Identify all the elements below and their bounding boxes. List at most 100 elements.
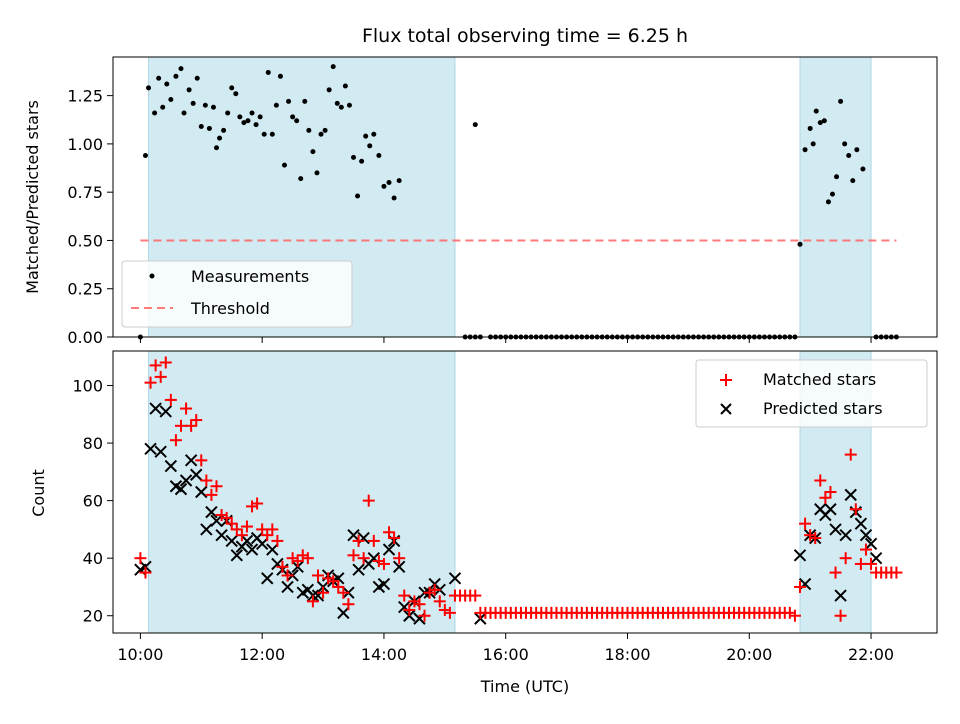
matched-point-1440 bbox=[418, 609, 431, 622]
measurement-point-1410 bbox=[391, 195, 397, 201]
matched-point-1130 bbox=[225, 517, 238, 530]
top-panel: 0.00 0.25 0.50 0.75 1.00 1.25 Flux total obse… bbox=[23, 25, 938, 347]
matched-point-1045 bbox=[180, 402, 193, 415]
bottom-xtick-label-1800: 18:00 bbox=[604, 645, 650, 664]
legend-predicted-marker bbox=[720, 403, 732, 415]
measurement-point-1048 bbox=[186, 87, 192, 93]
predicted-point-2200 bbox=[864, 537, 878, 551]
matched-point-2150 bbox=[854, 557, 867, 570]
predicted-point-1200 bbox=[255, 537, 269, 551]
legend-matched-label: Matched stars bbox=[763, 370, 876, 389]
matched-point-1020 bbox=[154, 370, 167, 383]
predicted-point-1510 bbox=[448, 572, 462, 585]
matched-point-1400 bbox=[377, 557, 390, 570]
bottom-panel: 20 40 60 80 100 10:00 12:00 14:00 16:00 18:00 20:… bbox=[29, 350, 938, 696]
legend-matched-marker bbox=[720, 374, 732, 386]
measurement-point-1115 bbox=[214, 145, 220, 151]
matched-point-1310 bbox=[327, 575, 340, 588]
predicted-point-1010 bbox=[144, 442, 157, 456]
predicted-point-1115 bbox=[210, 514, 223, 527]
top-ytick-label-0.50: 0.50 bbox=[67, 231, 103, 250]
measurement-point-1100 bbox=[198, 124, 204, 130]
matched-point-1320 bbox=[337, 586, 350, 599]
matched-point-1035 bbox=[169, 434, 182, 447]
matched-point-2100 bbox=[804, 529, 817, 542]
measurement-point-1138 bbox=[237, 114, 243, 120]
measurement-point-1126 bbox=[225, 110, 231, 116]
measurement-point-2146 bbox=[854, 147, 860, 153]
predicted-point-2120 bbox=[824, 503, 837, 516]
matched-point-1055 bbox=[190, 414, 203, 427]
measurement-point-1238 bbox=[298, 176, 304, 182]
measurement-point-1108 bbox=[206, 125, 212, 131]
measurement-point-1014 bbox=[152, 110, 158, 116]
matched-point-2125 bbox=[829, 566, 842, 579]
matched-point-1230 bbox=[286, 552, 299, 565]
matched-point-1225 bbox=[281, 569, 294, 582]
matched-point-2110 bbox=[814, 474, 827, 487]
measurement-point-1355 bbox=[376, 152, 382, 158]
bottom-star-points bbox=[134, 356, 903, 625]
matched-point-1235 bbox=[291, 555, 304, 568]
matched-point-2225 bbox=[890, 566, 903, 579]
measurement-point-1250 bbox=[310, 149, 316, 155]
measurement-point-1246 bbox=[306, 127, 312, 133]
measurement-point-1130 bbox=[229, 85, 235, 91]
measurement-point-1206 bbox=[265, 69, 271, 75]
measurement-point-1150 bbox=[249, 110, 255, 116]
matched-point-2055 bbox=[799, 517, 812, 530]
measurement-point-2110 bbox=[817, 120, 823, 126]
predicted-point-1055 bbox=[190, 468, 203, 481]
top-shaded-interval-2 bbox=[799, 56, 872, 338]
matched-point-1155 bbox=[251, 497, 264, 510]
matched-point-1105 bbox=[200, 474, 213, 487]
measurement-point-1008 bbox=[146, 85, 152, 91]
bottom-x-ticks: 10:00 12:00 14:00 16:00 18:00 20:00 22:00 bbox=[117, 633, 894, 664]
measurement-point-1530 bbox=[472, 122, 478, 128]
measurement-point-1306 bbox=[326, 87, 332, 93]
predicted-point-2140 bbox=[844, 488, 857, 502]
predicted-point-1330 bbox=[347, 528, 360, 542]
top-ytick-label-1.00: 1.00 bbox=[67, 135, 103, 154]
measurement-point-2118 bbox=[825, 199, 831, 205]
matched-point-1335 bbox=[352, 534, 365, 547]
measurement-point-2050 bbox=[797, 241, 803, 247]
matched-point-1255 bbox=[311, 569, 324, 582]
matched-point-1355 bbox=[372, 555, 385, 568]
measurement-point-1118 bbox=[217, 135, 223, 141]
measurement-point-1230 bbox=[290, 114, 296, 120]
measurement-point-1026 bbox=[164, 81, 170, 87]
measurement-point-1210 bbox=[269, 131, 275, 137]
predicted-point-1320 bbox=[337, 606, 350, 620]
measurement-point-1226 bbox=[286, 98, 292, 104]
measurement-point-2114 bbox=[821, 118, 827, 124]
matched-point-2045 bbox=[788, 609, 801, 622]
measurement-point-1330 bbox=[351, 154, 357, 160]
predicted-point-2050 bbox=[793, 549, 807, 562]
measurement-point-2106 bbox=[813, 108, 819, 114]
predicted-point-1205 bbox=[261, 572, 274, 585]
measurement-point-1415 bbox=[396, 178, 402, 184]
predicted-point-1050 bbox=[184, 454, 198, 467]
matched-point-1425 bbox=[403, 603, 416, 616]
bottom-xtick-label-2200: 22:00 bbox=[848, 645, 894, 664]
predicted-point-1130 bbox=[225, 534, 238, 548]
predicted-point-2135 bbox=[839, 528, 852, 542]
measurement-point-1346 bbox=[367, 143, 373, 149]
measurement-point-1350 bbox=[371, 131, 377, 137]
matched-point-2145 bbox=[849, 503, 862, 516]
measurement-point-1258 bbox=[318, 131, 324, 137]
matched-point-1120 bbox=[215, 509, 228, 522]
measurement-point-1214 bbox=[273, 102, 279, 108]
bottom-xtick-label-1200: 12:00 bbox=[239, 645, 285, 664]
matched-point-1050 bbox=[185, 419, 198, 432]
measurement-point-1302 bbox=[322, 127, 328, 133]
predicted-point-1025 bbox=[159, 405, 172, 418]
measurement-point-2138 bbox=[846, 152, 852, 158]
predicted-point-2130 bbox=[834, 589, 847, 602]
measurement-point-1314 bbox=[334, 100, 340, 106]
predicted-point-1030 bbox=[164, 459, 178, 473]
matched-point-2140 bbox=[844, 448, 857, 461]
matched-point-1430 bbox=[408, 595, 421, 608]
matched-point-1410 bbox=[388, 532, 401, 545]
